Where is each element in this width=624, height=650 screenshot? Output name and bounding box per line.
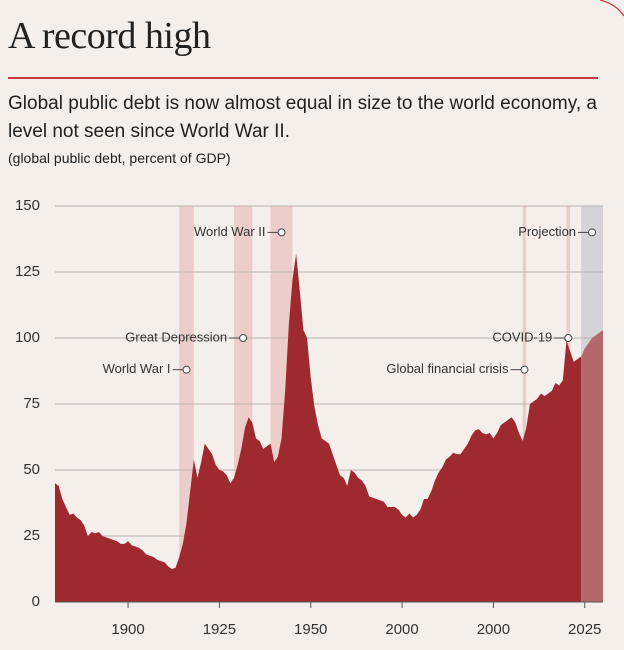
- x-tick-label: 1900: [111, 621, 144, 638]
- projection-area: [581, 330, 603, 602]
- annotation-label: World War II: [194, 224, 266, 239]
- title-rule: [8, 77, 598, 79]
- annotation-label: COVID-19: [492, 329, 552, 344]
- annotation-dot: [182, 365, 191, 374]
- x-tick-label: 2000: [385, 621, 418, 638]
- annotation-dot: [564, 334, 573, 342]
- annotation-label: Great Depression: [125, 329, 227, 344]
- y-tick-label: 0: [32, 593, 40, 610]
- y-tick-label: 125: [15, 263, 40, 280]
- y-tick-label: 25: [23, 527, 40, 544]
- y-tick-label: 150: [15, 197, 40, 214]
- annotation-label: World War I: [103, 361, 171, 376]
- annotation-dot: [239, 334, 248, 342]
- annotation-dot: [520, 365, 529, 374]
- annotation-label: Projection: [518, 224, 576, 239]
- corner-decoration: [599, 0, 624, 17]
- chart-note: (global public debt, percent of GDP): [8, 150, 231, 166]
- debt-area: [55, 253, 582, 602]
- annotation-dot: [277, 228, 286, 237]
- x-tick-label: 2000: [477, 621, 510, 638]
- annotation-dot: [588, 228, 597, 237]
- chart-subtitle: Global public debt is now almost equal i…: [8, 93, 597, 142]
- chart-title: A record high: [8, 15, 211, 57]
- y-tick-label: 75: [23, 395, 40, 412]
- annotation-label: Global financial crisis: [386, 361, 509, 376]
- y-tick-label: 100: [15, 329, 40, 346]
- x-tick-label: 2025: [568, 621, 601, 638]
- x-tick-label: 1950: [294, 621, 327, 638]
- x-tick-label: 1925: [203, 621, 236, 638]
- y-tick-label: 50: [23, 461, 40, 478]
